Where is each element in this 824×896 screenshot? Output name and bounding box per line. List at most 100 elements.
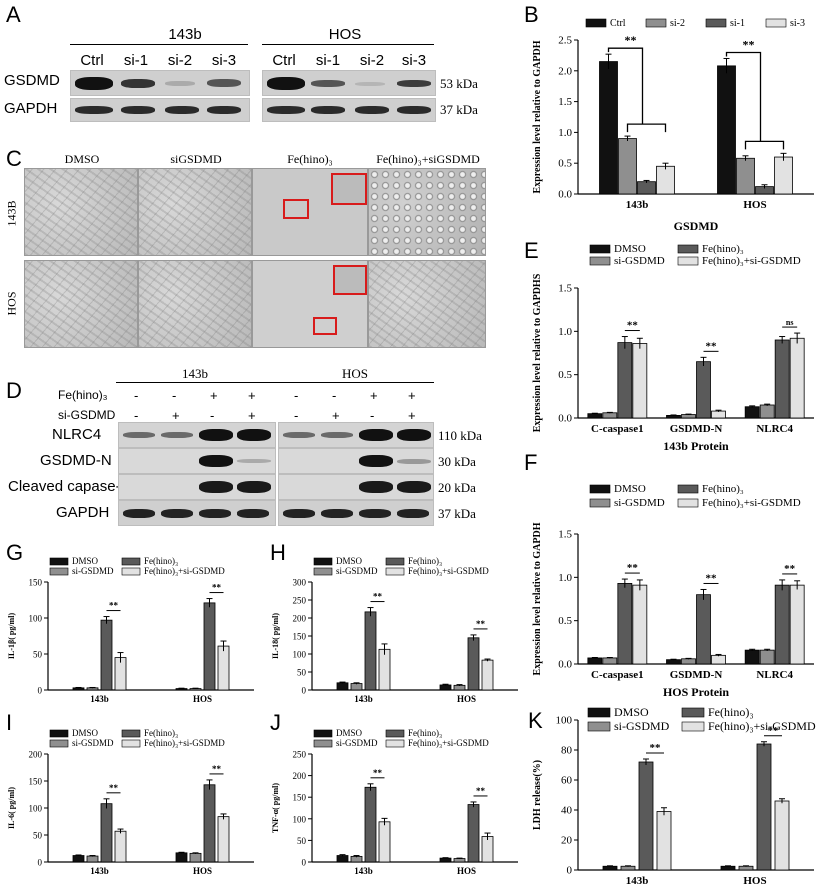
band	[199, 429, 233, 441]
lane-label-si3-hos: si-3	[401, 52, 427, 69]
bar	[738, 865, 754, 871]
y-tick-label: 50	[33, 650, 43, 660]
legend-label: Fe(hino)₃	[702, 483, 744, 495]
chart-i-il6: 0 50 100 150 200 IL-6( pg/ml) 143b HOS ** ** DMSO s…	[4, 726, 260, 880]
kda-label-110: 110 kDa	[438, 428, 482, 443]
band	[237, 509, 269, 518]
group-label-hos: HOS	[328, 26, 362, 43]
zoom-inset	[331, 173, 367, 205]
y-tick-label: 0.5	[558, 369, 572, 381]
kda-label-37: 37 kDa	[440, 102, 478, 117]
legend-swatch	[645, 18, 667, 28]
y-tick-label: 100	[556, 715, 573, 727]
legend-label: DMSO	[72, 556, 99, 566]
y-tick-label: 50	[297, 668, 307, 678]
condition-sign: +	[210, 388, 218, 403]
lane-label-si1: si-1	[123, 52, 149, 69]
row-label-gsdmd: GSDMD	[4, 72, 60, 89]
legend-label: Fe(hino)₃+si-GSDMD	[702, 255, 801, 267]
condition-sign: -	[134, 388, 139, 403]
blot-strip-gsdmdn-hos	[278, 448, 434, 474]
bar	[114, 830, 127, 863]
legend-swatch	[121, 567, 141, 576]
y-tick-label: 200	[293, 614, 307, 624]
band	[397, 481, 431, 493]
y-tick-label: 1.0	[558, 127, 572, 139]
blot-strip-gapdh-143b-d	[118, 500, 276, 526]
bar	[711, 654, 726, 665]
significance-label: **	[650, 742, 662, 754]
bar	[774, 800, 790, 871]
legend-swatch	[313, 729, 333, 738]
y-tick-label: 100	[293, 650, 307, 660]
legend-label: DMSO	[614, 483, 646, 495]
band	[121, 79, 155, 88]
significance-bracket	[607, 47, 644, 125]
x-tick-label: HOS	[193, 866, 212, 876]
x-tick-label: 143b	[626, 199, 649, 211]
bar	[656, 811, 672, 871]
x-tick-label: HOS	[193, 694, 212, 704]
bar	[336, 855, 349, 863]
significance-label: **	[212, 764, 222, 774]
bar	[481, 659, 494, 691]
panel-label-g: G	[6, 540, 24, 565]
legend-label: si-GSDMD	[72, 566, 114, 576]
bar	[789, 584, 805, 665]
bar	[599, 61, 618, 195]
bar	[189, 852, 202, 863]
legend-label: si-GSDMD	[614, 255, 665, 267]
significance-label: **	[706, 340, 718, 352]
y-tick-label: 1.5	[558, 529, 572, 541]
condition-sign: +	[172, 408, 180, 423]
lane-label-si3: si-3	[211, 52, 237, 69]
chart-svg-i: 0 50 100 150 200 IL-6( pg/ml) 143b HOS ** ** DMSOs…	[7, 728, 254, 876]
lane-label-si2-hos: si-2	[359, 52, 385, 69]
legend-swatch	[589, 244, 611, 254]
panel-label-e: E	[524, 238, 539, 263]
y-axis-label: Expression level relative to GAPDHS	[532, 273, 543, 432]
bar	[350, 683, 363, 691]
legend-label: si-GSDMD	[336, 566, 378, 576]
y-tick-label: 2.0	[558, 65, 572, 77]
chart-svg-k: 0 20 40 60 80 100 LDH release(%) 143b HOS ** ** DMS…	[532, 705, 816, 887]
bar	[617, 583, 633, 665]
x-tick-label: 143b	[626, 875, 649, 887]
legend-swatch	[49, 557, 69, 566]
y-axis-label: IL-1β( pg/ml)	[7, 613, 16, 660]
y-tick-label: 1.5	[558, 96, 572, 108]
y-tick-label: 1.5	[558, 283, 572, 295]
bar	[467, 637, 480, 691]
legend-label: Fe(hino)₃	[708, 706, 754, 719]
band	[355, 82, 385, 86]
bar	[587, 413, 603, 419]
y-axis-label: Expression level relative to GAPDH	[532, 522, 543, 675]
kda-label-20: 20 kDa	[438, 480, 476, 495]
band	[267, 77, 305, 90]
band	[359, 481, 393, 493]
band	[123, 509, 155, 518]
band	[283, 432, 315, 438]
band	[165, 106, 199, 114]
legend-label: Fe(hino)₃	[702, 243, 744, 255]
bar	[720, 865, 736, 871]
condition-sign: +	[370, 388, 378, 403]
bar	[217, 645, 230, 691]
y-tick-label: 0.5	[558, 615, 572, 627]
legend-label: DMSO	[336, 556, 363, 566]
micrograph-143b-dmso	[24, 168, 138, 256]
legend-label: si-GSDMD	[72, 738, 114, 748]
row-label-143b: 143B	[4, 200, 19, 227]
y-tick-label: 50	[297, 836, 307, 846]
legend-label: Fe(hino)₃	[144, 728, 178, 738]
row-label-gapdh: GAPDH	[4, 100, 58, 117]
bar	[364, 786, 377, 863]
chart-svg-b: 0.0 0.5 1.0 1.5 2.0 2.5 Expression level relat…	[532, 18, 814, 233]
band	[311, 106, 345, 114]
bar	[467, 804, 480, 863]
band	[237, 459, 271, 463]
y-tick-label: 250	[293, 750, 307, 760]
legend-swatch	[385, 557, 405, 566]
condition-sign: -	[294, 408, 299, 423]
legend-label: Fe(hino)₃+si-GSDMD	[408, 566, 489, 576]
